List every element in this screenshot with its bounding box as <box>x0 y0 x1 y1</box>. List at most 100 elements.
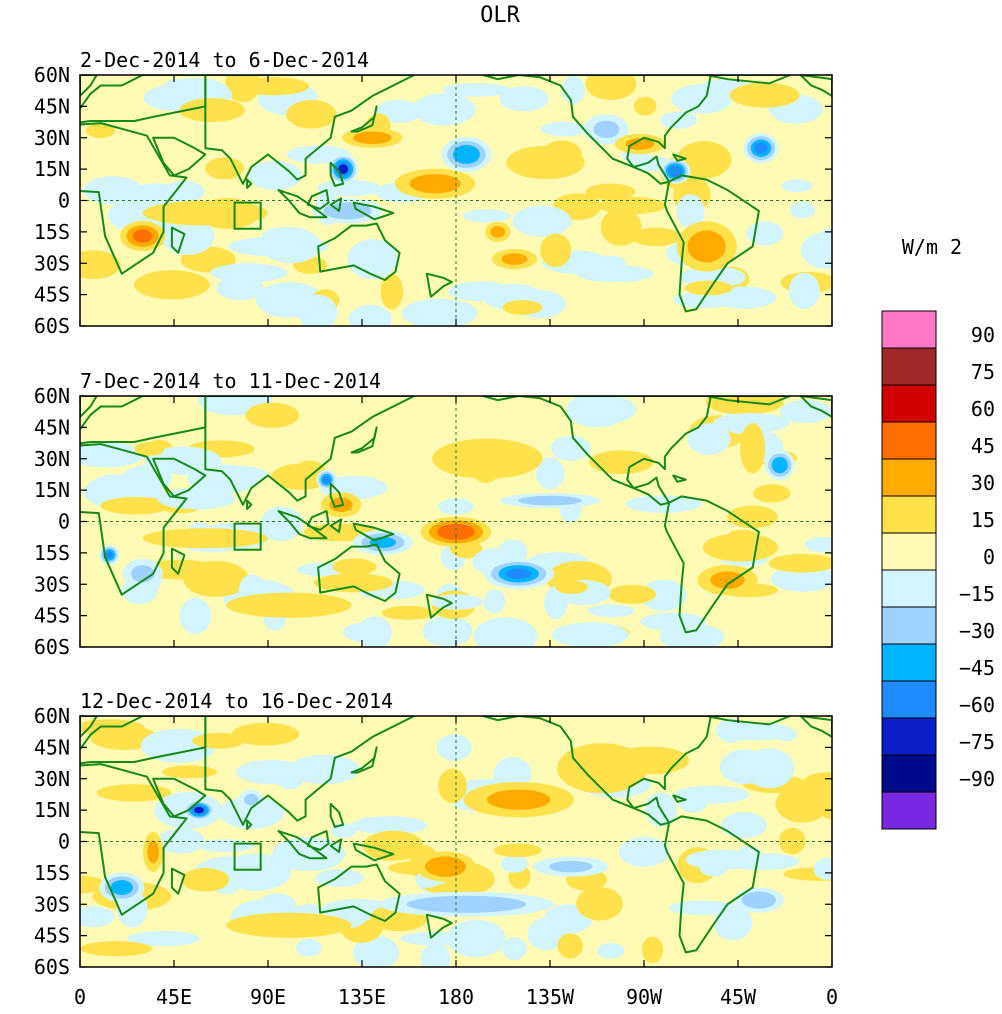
anomaly-patch <box>770 565 832 592</box>
anomaly-patch <box>557 933 583 959</box>
colorbar-swatch <box>881 569 937 608</box>
anomaly-patch <box>248 161 303 191</box>
colorbar-tick-label: 60 <box>971 397 995 421</box>
coastline <box>799 716 832 738</box>
anomaly-patch <box>205 157 245 180</box>
anomaly-1-1 <box>395 168 476 199</box>
lon-label: 135W <box>526 985 575 1009</box>
lat-label: 45S <box>34 604 70 628</box>
coastline <box>277 510 328 540</box>
anomaly-contour-band <box>618 836 670 868</box>
anomaly-patch <box>729 82 800 108</box>
anomaly-contour-band <box>363 830 424 861</box>
lon-label: 45E <box>156 985 192 1009</box>
coastline <box>306 189 330 210</box>
coastline <box>152 136 207 177</box>
anomaly-patch <box>640 579 687 611</box>
anomaly-patch <box>713 413 790 433</box>
anomaly-patch <box>715 722 795 741</box>
coastline <box>317 543 401 602</box>
lat-label: 30S <box>34 892 70 916</box>
coastline <box>277 830 328 860</box>
lon-label: 0 <box>74 985 86 1009</box>
anomaly-patch <box>157 828 205 854</box>
map-panels: 60N 45N 30N 15N 0 15S 30S 45S 60S 2-Dec-2014 to 6… <box>34 48 833 979</box>
anomaly-contour-band <box>432 438 543 479</box>
longitude-axis-labels: 0 45E 90E 135E 180 135W 90W 45W 0 <box>74 985 838 1009</box>
anomaly-patch <box>80 875 106 894</box>
coastline <box>329 161 345 187</box>
coastline <box>425 272 453 298</box>
anomaly-patch <box>245 402 300 428</box>
lat-label: 15N <box>34 157 70 181</box>
anomaly-patch <box>400 931 478 946</box>
anomaly-patch <box>502 300 543 315</box>
lat-label: 45N <box>34 94 70 118</box>
colorbar-swatch <box>881 754 937 793</box>
anomaly-contour-band <box>131 565 155 583</box>
anomaly-patch <box>633 96 657 116</box>
anomaly-patch <box>218 796 285 829</box>
anomaly-patch <box>631 227 681 247</box>
anomaly-patch <box>536 457 565 490</box>
colorbar-swatch <box>881 347 937 386</box>
lon-label: 45W <box>720 985 757 1009</box>
anomaly-contour-band <box>406 895 527 913</box>
colorbar-swatch <box>881 643 937 682</box>
anomaly-patch <box>781 179 813 193</box>
anomaly-patch <box>430 594 484 610</box>
anomaly-patch <box>181 868 230 892</box>
anomaly-2-13 <box>740 423 766 474</box>
anomaly-3-5 <box>99 872 145 903</box>
coastline <box>672 153 687 162</box>
anomaly-patch <box>499 86 549 112</box>
colorbar-tick-label: 30 <box>971 471 995 495</box>
anomaly-1-15 <box>614 133 665 155</box>
anomaly-patch <box>641 936 664 964</box>
anomaly-2-2 <box>483 558 554 589</box>
coastline <box>329 802 345 828</box>
map-panel-2: 60N 45N 30N 15N 0 15S 30S 45S 60S 7-Dec-2014 to 1… <box>34 369 833 659</box>
colorbar-swatch <box>881 532 937 571</box>
lat-label: 15N <box>34 798 70 822</box>
anomaly-patch <box>473 617 538 647</box>
coastline <box>482 716 712 826</box>
anomaly-patch <box>85 123 116 138</box>
map-panel-3: 60N 45N 30N 15N 0 15S 30S 45S 60S 12-Dec-2014 to … <box>34 689 833 979</box>
anomaly-patch <box>540 233 572 268</box>
coastline <box>246 178 253 189</box>
lat-label: 15S <box>34 861 70 885</box>
anomaly-1-11 <box>312 198 383 224</box>
anomaly-patch <box>678 789 708 813</box>
anomaly-patch <box>676 141 732 179</box>
anomaly-3-3 <box>463 782 574 818</box>
anomaly-patch <box>788 272 820 310</box>
coastline <box>482 396 712 506</box>
colorbar-tick-label: 0 <box>983 545 995 569</box>
anomaly-field <box>80 716 832 967</box>
anomaly-patch <box>585 75 637 101</box>
anomaly-contour-band <box>147 840 159 864</box>
coastline <box>482 75 712 185</box>
coastline <box>204 75 416 185</box>
anomaly-3-8 <box>533 856 609 877</box>
coastline <box>329 838 343 853</box>
lat-label: 15S <box>34 220 70 244</box>
lat-label: 30S <box>34 572 70 596</box>
anomaly-patch <box>589 450 654 474</box>
anomaly-patch <box>83 176 144 205</box>
anomaly-patch <box>727 505 778 529</box>
anomaly-3-11 <box>238 789 264 810</box>
coastline <box>350 746 378 774</box>
anomaly-field <box>80 396 832 647</box>
anomaly-patch <box>590 255 627 271</box>
anomaly-1-7 <box>676 221 737 272</box>
colorbar-tick-label: 15 <box>971 508 995 532</box>
anomaly-2-15 <box>226 592 352 618</box>
colorbar-swatch <box>881 606 937 645</box>
anomaly-patch <box>442 83 512 97</box>
lat-label: 15S <box>34 541 70 565</box>
lat-label: 0 <box>58 510 70 534</box>
anomaly-contour-band <box>226 592 352 618</box>
coastline <box>80 716 98 738</box>
